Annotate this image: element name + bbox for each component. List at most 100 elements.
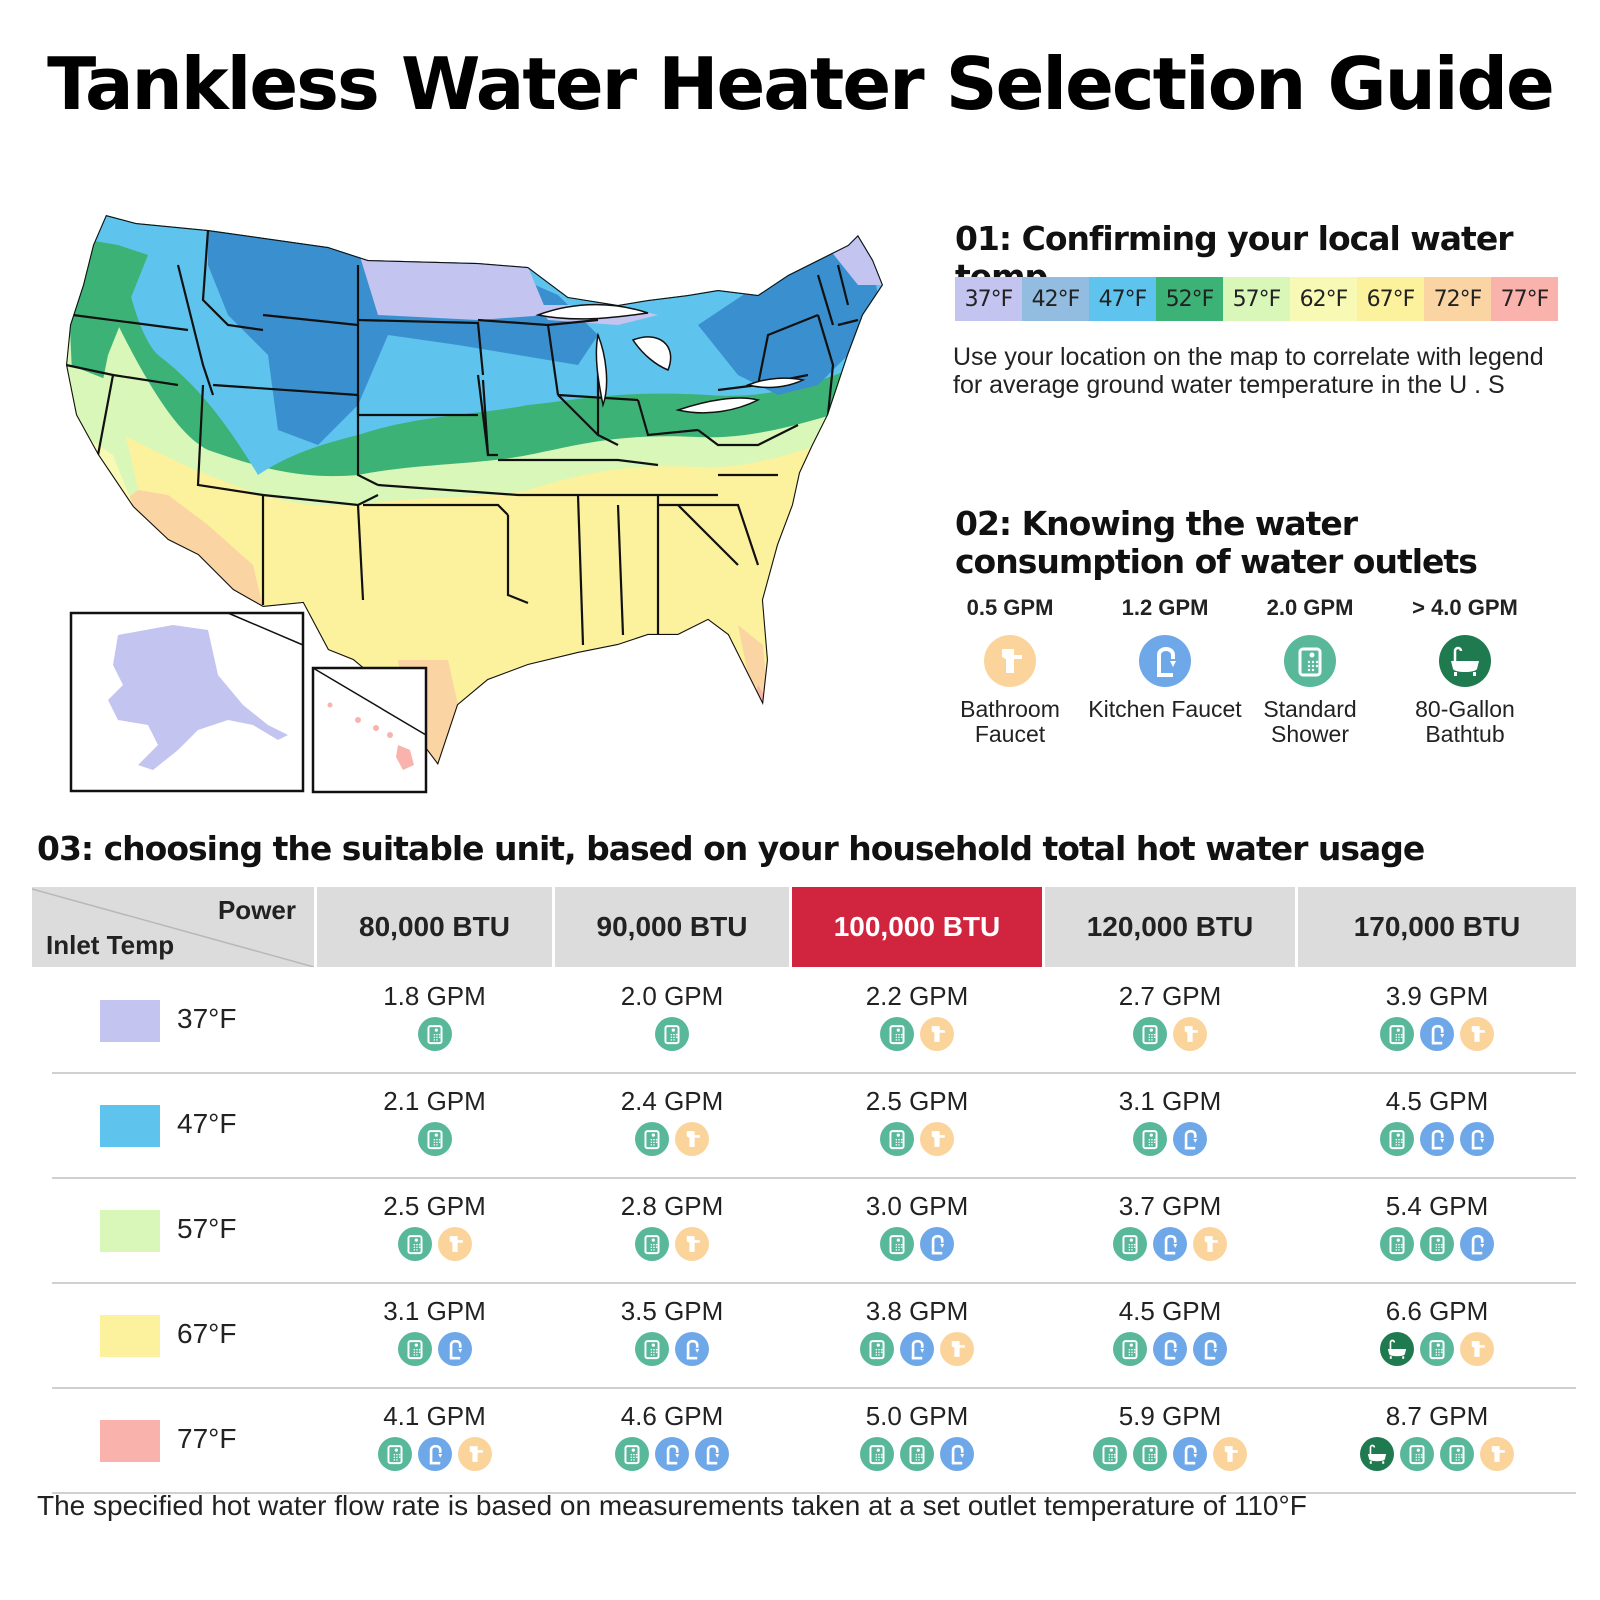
shower-icon (1133, 1437, 1167, 1471)
map-description: Use your location on the map to correlat… (953, 343, 1544, 399)
outlet-gpm: 0.5 GPM (966, 595, 1054, 620)
cell-icons (1298, 1122, 1576, 1156)
table-cell: 3.1 GPM (1045, 1086, 1295, 1156)
shower-icon (635, 1227, 669, 1261)
row-divider (52, 1177, 1576, 1179)
shower-icon (1093, 1437, 1127, 1471)
cell-icons (555, 1437, 789, 1471)
column-header-100000: 100,000 BTU (792, 887, 1042, 967)
outlet-label: 80-Gallon Bathtub (1415, 696, 1515, 747)
shower-icon (655, 1017, 689, 1051)
table-cell: 3.8 GPM (792, 1296, 1042, 1366)
kitchen-faucet-icon (695, 1437, 729, 1471)
table-cell: 3.9 GPM (1298, 981, 1576, 1051)
table-cell: 6.6 GPM (1298, 1296, 1576, 1366)
bathroom-faucet-icon (1213, 1437, 1247, 1471)
shower-icon (1284, 635, 1336, 687)
cell-icons (792, 1332, 1042, 1366)
row-divider (52, 1492, 1576, 1494)
cell-icons (1298, 1437, 1576, 1471)
shower-icon (417, 1017, 452, 1051)
bathroom-faucet-icon (920, 1122, 954, 1156)
cell-gpm: 3.5 GPM (620, 1296, 724, 1326)
shower-icon (377, 1437, 412, 1471)
cell-icons (555, 1017, 789, 1051)
kitchen-faucet-icon (437, 1332, 472, 1366)
shower-icon (635, 1122, 669, 1156)
row-temp-label: 47°F (177, 1108, 237, 1139)
section2-heading: 02: Knowing the water consumption of wat… (955, 504, 1478, 581)
kitchen-faucet-icon (1460, 1122, 1494, 1156)
shower-icon (1133, 1017, 1167, 1051)
shower-icon (900, 1437, 934, 1471)
row-temp-swatch (100, 1420, 160, 1462)
cell-icons (317, 1227, 552, 1261)
column-header-120000: 120,000 BTU (1045, 887, 1295, 967)
bathroom-faucet-icon (1193, 1227, 1227, 1261)
kitchen-faucet-icon (1153, 1332, 1187, 1366)
legend-swatch-37: 37°F (955, 277, 1022, 321)
cell-icons (317, 1122, 552, 1156)
outlet-list: 0.5 GPM Bathroom Faucet 1.2 GPM Kitchen … (955, 595, 1575, 747)
table-cell: 3.1 GPM (317, 1296, 552, 1366)
cell-icons (1045, 1017, 1295, 1051)
footnote: The specified hot water flow rate is bas… (37, 1490, 1307, 1521)
outlet-standard-shower: 2.0 GPM Standard Shower (1230, 595, 1390, 747)
cell-gpm: 2.4 GPM (620, 1086, 724, 1116)
table-cell: 5.4 GPM (1298, 1191, 1576, 1261)
table-cell: 5.0 GPM (792, 1401, 1042, 1471)
table-cell: 3.0 GPM (792, 1191, 1042, 1261)
table-row: 37°F 1.8 GPM 2.0 GPM 2.2 GPM 2.7 GPM 3.9 GPM (32, 967, 1576, 1074)
cell-icons (317, 1017, 552, 1051)
cell-gpm: 2.5 GPM (383, 1191, 486, 1221)
kitchen-faucet-icon (655, 1437, 689, 1471)
cell-gpm: 3.1 GPM (1118, 1086, 1222, 1116)
column-header-170000: 170,000 BTU (1298, 887, 1576, 967)
table-cell: 3.5 GPM (555, 1296, 789, 1366)
table-cell: 2.2 GPM (792, 981, 1042, 1051)
shower-icon (397, 1227, 432, 1261)
row-divider (52, 1387, 1576, 1389)
cell-icons (1045, 1227, 1295, 1261)
cell-icons (1298, 1227, 1576, 1261)
shower-icon (880, 1122, 914, 1156)
cell-icons (792, 1437, 1042, 1471)
bathroom-faucet-icon (1480, 1437, 1514, 1471)
shower-icon (1380, 1017, 1414, 1051)
shower-icon (1380, 1122, 1414, 1156)
legend-swatch-67: 67°F (1357, 277, 1424, 321)
cell-gpm: 4.1 GPM (383, 1401, 486, 1431)
row-divider (52, 1282, 1576, 1284)
outlet-label: Bathroom Faucet (960, 696, 1060, 747)
corner-power-label: Power (217, 895, 296, 925)
cell-gpm: 3.1 GPM (383, 1296, 486, 1326)
table-cell: 2.4 GPM (555, 1086, 789, 1156)
shower-icon (1133, 1122, 1167, 1156)
row-temp-swatch (100, 1210, 160, 1252)
cell-icons (317, 1437, 552, 1471)
table-row: 47°F 2.1 GPM 2.4 GPM 2.5 GPM 3.1 GPM 4.5 GPM (32, 1072, 1576, 1179)
outlet-gpm: 1.2 GPM (1121, 595, 1209, 620)
bathroom-faucet-icon (1173, 1017, 1207, 1051)
table-corner-header: Power Inlet Temp (32, 887, 314, 967)
kitchen-faucet-icon (940, 1437, 974, 1471)
cell-gpm: 2.8 GPM (620, 1191, 724, 1221)
cell-icons (1045, 1332, 1295, 1366)
shower-icon (1420, 1332, 1454, 1366)
cell-gpm: 3.9 GPM (1385, 981, 1489, 1011)
row-temp-swatch (100, 1105, 160, 1147)
cell-gpm: 3.7 GPM (1118, 1191, 1222, 1221)
kitchen-faucet-icon (1420, 1017, 1454, 1051)
cell-icons (1298, 1017, 1576, 1051)
row-temp-swatch (100, 1315, 160, 1357)
legend-swatch-47: 47°F (1089, 277, 1156, 321)
bathroom-faucet-icon (940, 1332, 974, 1366)
bathtub-icon (1380, 1332, 1414, 1366)
kitchen-faucet-icon (1460, 1227, 1494, 1261)
cell-gpm: 3.8 GPM (865, 1296, 969, 1326)
cell-icons (792, 1122, 1042, 1156)
shower-icon (1380, 1227, 1414, 1261)
kitchen-faucet-icon (920, 1227, 954, 1261)
bathtub-icon (1439, 635, 1491, 687)
legend-swatch-77: 77°F (1491, 277, 1558, 321)
